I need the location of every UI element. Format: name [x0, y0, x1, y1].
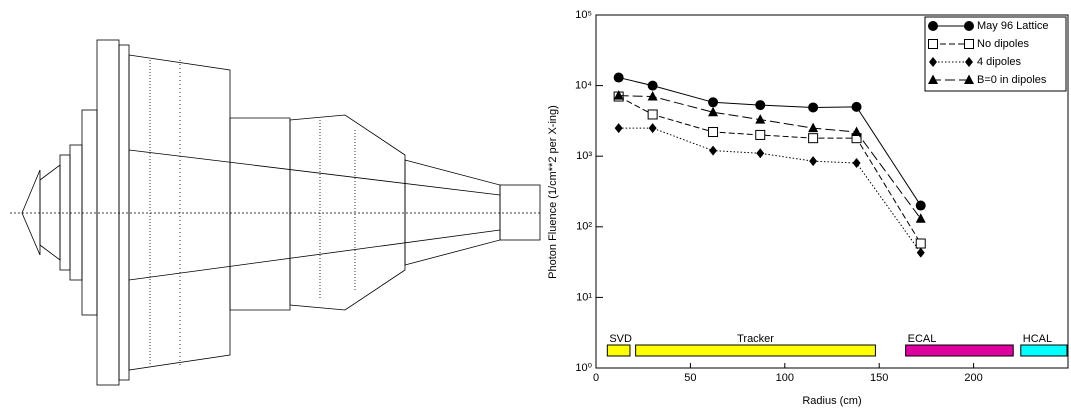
- region-label: ECAL: [908, 333, 937, 345]
- marker: [708, 97, 719, 108]
- series-line: [618, 127, 922, 253]
- legend-label: No dipoles: [977, 38, 1029, 50]
- x-axis-label: Radius (cm): [802, 395, 861, 407]
- y-tick-label: 10²: [576, 221, 592, 233]
- region-label: Tracker: [737, 333, 774, 345]
- y-axis-label: Photon Fluence (1/cm**2 per X-ing): [547, 105, 559, 279]
- marker: [647, 109, 658, 120]
- x-tick-label: 200: [964, 372, 982, 384]
- marker: [613, 72, 624, 83]
- legend-box: [924, 16, 1067, 92]
- region-label: HCAL: [1023, 333, 1052, 345]
- marker: [915, 213, 926, 223]
- marker: [964, 21, 974, 31]
- y-tick-label: 10³: [576, 150, 592, 162]
- region-bar: [905, 344, 1014, 357]
- marker: [851, 126, 862, 137]
- marker: [755, 114, 766, 124]
- marker: [756, 148, 765, 159]
- x-tick-label: 100: [776, 372, 794, 384]
- plot-frame: [595, 14, 1069, 369]
- y-tick-label: 10⁴: [575, 80, 592, 92]
- marker: [809, 156, 818, 167]
- y-tick-label: 10⁵: [575, 9, 592, 21]
- marker: [928, 39, 938, 49]
- marker: [964, 39, 974, 49]
- marker: [929, 57, 937, 67]
- marker: [613, 90, 624, 100]
- marker: [928, 21, 938, 31]
- legend-label: 4 dipoles: [977, 56, 1022, 68]
- marker: [965, 57, 973, 67]
- marker: [709, 145, 718, 156]
- marker: [928, 74, 938, 84]
- marker: [808, 122, 819, 133]
- marker: [708, 106, 719, 117]
- detector-drawing: [10, 39, 541, 386]
- marker: [915, 200, 926, 211]
- marker: [708, 127, 719, 138]
- marker: [647, 91, 658, 101]
- marker: [808, 102, 819, 113]
- region-bar: [1020, 344, 1068, 357]
- marker: [915, 238, 926, 249]
- series-line: [618, 96, 922, 244]
- marker: [964, 74, 974, 84]
- marker: [755, 100, 766, 111]
- legend-label: May 96 Lattice: [977, 20, 1049, 32]
- marker: [755, 129, 766, 140]
- y-tick-label: 10⁰: [575, 362, 592, 374]
- marker: [916, 247, 925, 258]
- marker: [808, 133, 819, 144]
- marker: [851, 101, 862, 112]
- region-bar: [606, 344, 631, 357]
- x-tick-label: 0: [593, 372, 599, 384]
- marker: [648, 123, 657, 134]
- x-tick-label: 150: [870, 372, 888, 384]
- series-line: [618, 77, 922, 206]
- region-bar: [635, 344, 876, 357]
- marker: [614, 123, 623, 134]
- series-line: [618, 95, 922, 220]
- marker: [647, 80, 658, 91]
- y-tick-label: 10¹: [576, 291, 592, 303]
- marker: [852, 158, 861, 169]
- legend-label: B=0 in dipoles: [977, 74, 1047, 86]
- region-label: SVD: [609, 333, 632, 345]
- x-tick-label: 50: [684, 372, 696, 384]
